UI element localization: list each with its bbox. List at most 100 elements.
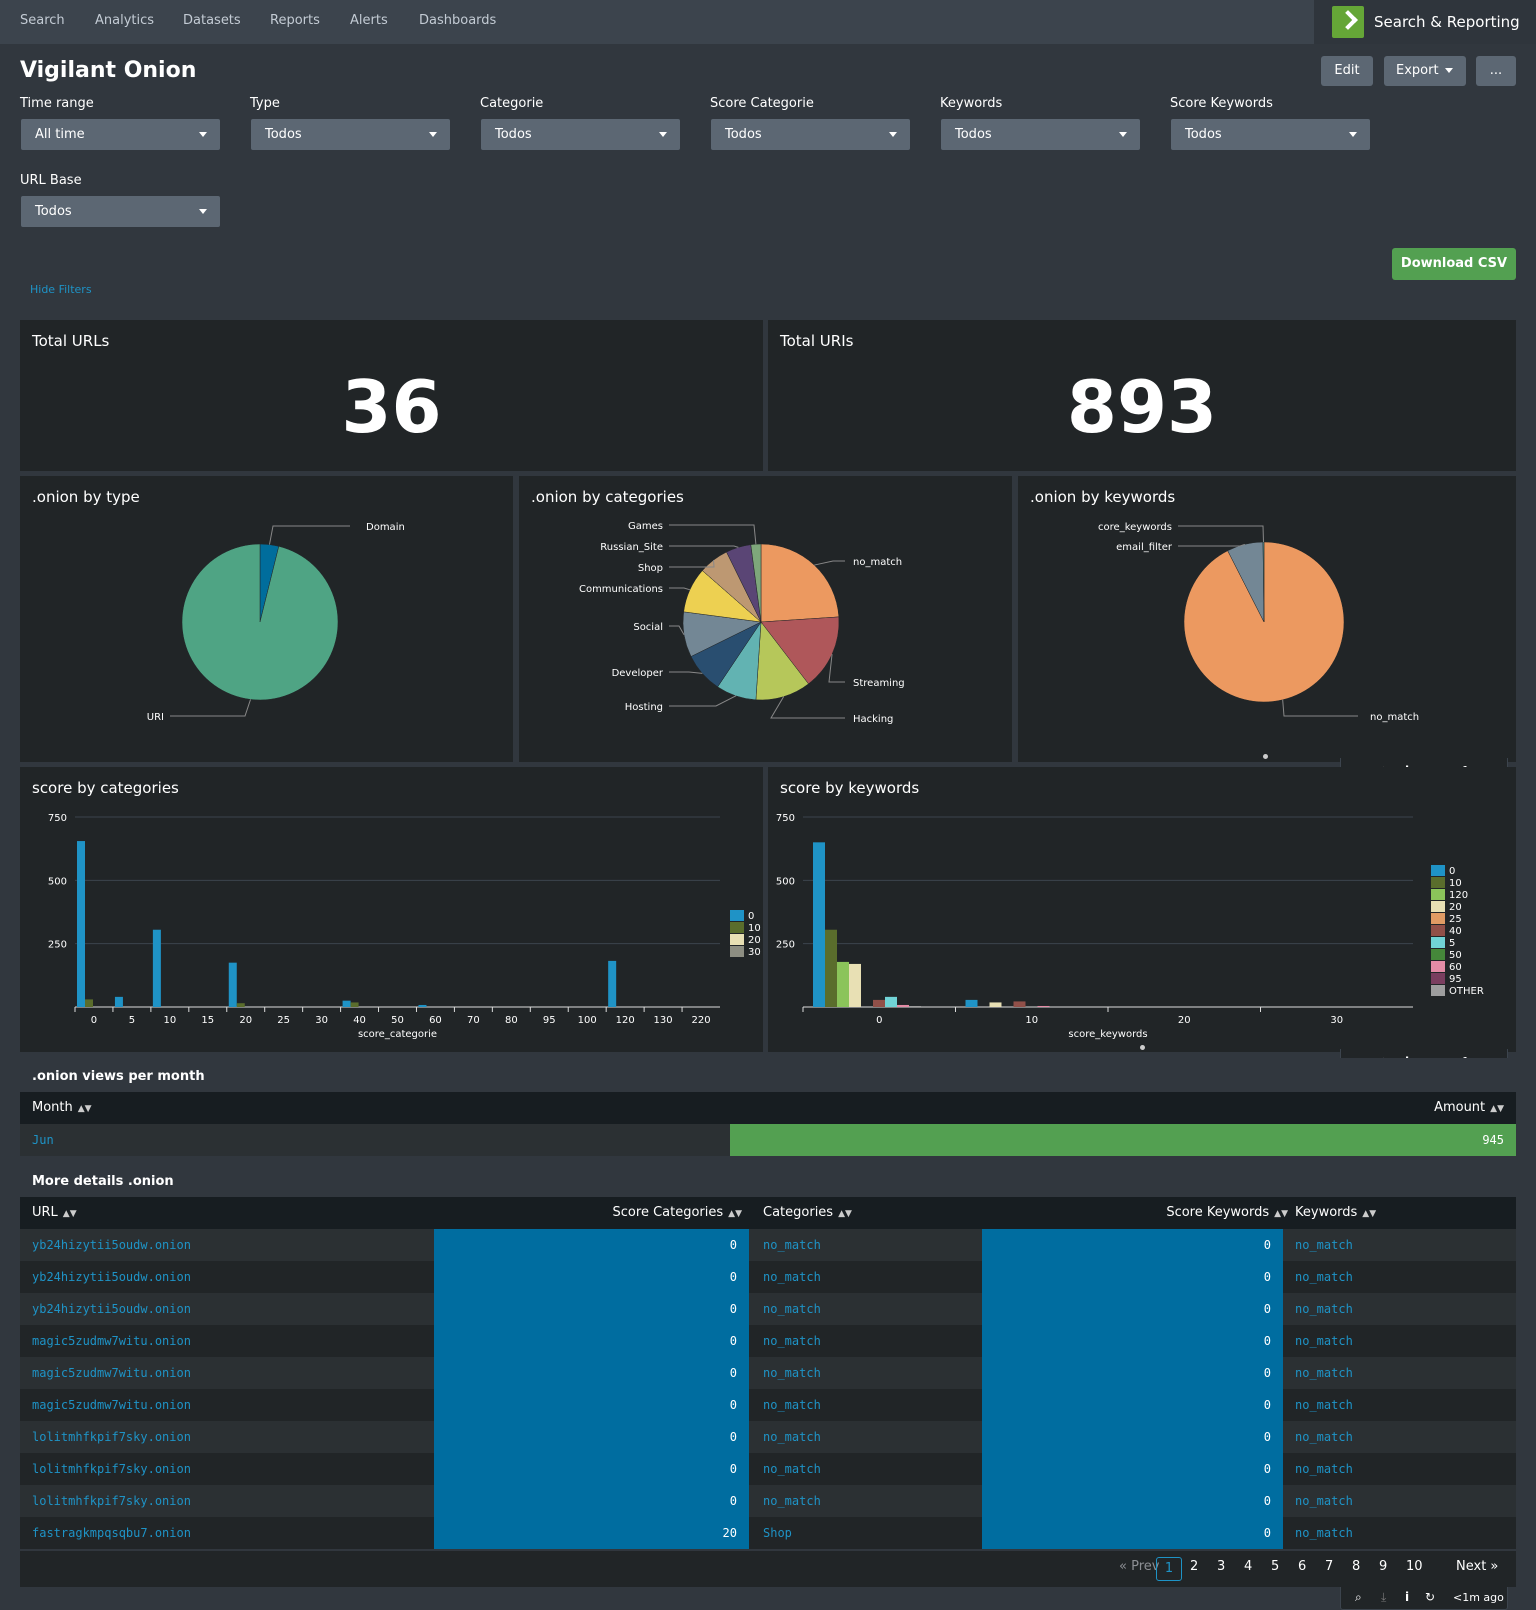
pie-slice[interactable] [760,543,840,623]
filter-dropdown[interactable]: Todos [1171,119,1370,150]
bar[interactable] [825,929,837,1007]
categories-cell[interactable]: no_match [763,1334,821,1348]
col-score-categories[interactable]: Score Categories ▲▼ [613,1205,742,1220]
nav-datasets[interactable]: Datasets [183,13,241,28]
legend-label[interactable]: 95 [1449,974,1462,985]
filter-dropdown[interactable]: Todos [711,119,910,150]
legend-label[interactable]: 0 [1449,866,1455,877]
url-cell[interactable]: lolitmhfkpif7sky.onion [32,1494,191,1508]
bar[interactable] [228,962,237,1007]
nav-dashboards[interactable]: Dashboards [419,13,497,28]
bar[interactable] [1013,1001,1026,1007]
page-6[interactable]: 6 [1298,1559,1307,1574]
bar[interactable] [77,841,85,1007]
bar[interactable] [342,1000,351,1007]
legend-label[interactable]: OTHER [1449,986,1484,997]
legend-label[interactable]: 20 [748,935,761,946]
page-3[interactable]: 3 [1217,1559,1226,1574]
page-2[interactable]: 2 [1190,1559,1199,1574]
legend-label[interactable]: 120 [1449,890,1468,901]
export-button[interactable]: Export [1384,56,1466,86]
bar[interactable] [885,996,897,1007]
page-8[interactable]: 8 [1352,1559,1361,1574]
download-csv-button[interactable]: Download CSV [1392,248,1516,280]
download-icon[interactable]: ⤓ [1381,1590,1387,1604]
month-cell[interactable]: Jun [32,1133,54,1147]
keywords-cell[interactable]: no_match [1295,1238,1353,1252]
categories-cell[interactable]: no_match [763,1462,821,1476]
categories-cell[interactable]: no_match [763,1238,821,1252]
bar[interactable] [236,1003,245,1007]
page-9[interactable]: 9 [1379,1559,1388,1574]
url-cell[interactable]: magic5zudmw7witu.onion [32,1398,191,1412]
page-10[interactable]: 10 [1406,1559,1423,1574]
url-cell[interactable]: yb24hizytii5oudw.onion [32,1238,191,1252]
nav-reports[interactable]: Reports [270,13,320,28]
col-month[interactable]: Month ▲▼ [32,1100,92,1115]
legend-label[interactable]: 50 [1449,950,1462,961]
categories-cell[interactable]: no_match [763,1366,821,1380]
edit-button[interactable]: Edit [1321,56,1373,86]
bar[interactable] [114,996,123,1007]
prev-page[interactable]: « Prev [1119,1559,1160,1574]
keywords-cell[interactable]: no_match [1295,1494,1353,1508]
nav-alerts[interactable]: Alerts [350,13,388,28]
bar[interactable] [85,999,93,1007]
bar[interactable] [837,961,849,1007]
bar[interactable] [989,1002,1002,1007]
pie-slice[interactable] [181,543,339,701]
legend-label[interactable]: 40 [1449,926,1462,937]
page-1[interactable]: 1 [1156,1557,1182,1581]
url-cell[interactable]: lolitmhfkpif7sky.onion [32,1462,191,1476]
categories-cell[interactable]: no_match [763,1494,821,1508]
categories-cell[interactable]: no_match [763,1398,821,1412]
categories-cell[interactable]: no_match [763,1430,821,1444]
col-url[interactable]: URL ▲▼ [32,1205,77,1220]
legend-label[interactable]: 30 [748,947,761,958]
pie-slice[interactable] [760,616,840,685]
col-keywords[interactable]: Keywords ▲▼ [1295,1205,1376,1220]
next-page[interactable]: Next » [1456,1559,1499,1574]
legend-label[interactable]: 10 [748,923,761,934]
url-cell[interactable]: yb24hizytii5oudw.onion [32,1302,191,1316]
legend-label[interactable]: 10 [1449,878,1462,889]
filter-dropdown[interactable]: Todos [251,119,450,150]
url-cell[interactable]: magic5zudmw7witu.onion [32,1366,191,1380]
legend-label[interactable]: 60 [1449,962,1462,973]
hide-filters-link[interactable]: Hide Filters [30,283,92,296]
bar[interactable] [849,963,861,1007]
url-cell[interactable]: magic5zudmw7witu.onion [32,1334,191,1348]
keywords-cell[interactable]: no_match [1295,1462,1353,1476]
app-switcher[interactable]: Search & Reporting [1314,0,1536,44]
url-cell[interactable]: fastragkmpqsqbu7.onion [32,1526,191,1540]
search-icon[interactable]: ⌕ [1355,1590,1362,1604]
legend-label[interactable]: 0 [748,911,754,922]
keywords-cell[interactable]: no_match [1295,1366,1353,1380]
page-7[interactable]: 7 [1325,1559,1334,1574]
pie-slice[interactable] [750,543,762,623]
legend-label[interactable]: 5 [1449,938,1455,949]
categories-cell[interactable]: no_match [763,1270,821,1284]
keywords-cell[interactable]: no_match [1295,1334,1353,1348]
url-cell[interactable]: lolitmhfkpif7sky.onion [32,1430,191,1444]
col-score-keywords[interactable]: Score Keywords ▲▼ [1166,1205,1288,1220]
page-5[interactable]: 5 [1271,1559,1280,1574]
categories-cell[interactable]: no_match [763,1302,821,1316]
bar[interactable] [608,960,617,1007]
refresh-icon[interactable]: ↻ [1425,1590,1436,1604]
nav-search[interactable]: Search [20,13,65,28]
info-icon[interactable]: i [1405,1590,1410,1604]
col-amount[interactable]: Amount ▲▼ [1434,1100,1504,1115]
categories-cell[interactable]: Shop [763,1526,792,1540]
bar[interactable] [965,999,978,1007]
keywords-cell[interactable]: no_match [1295,1270,1353,1284]
keywords-cell[interactable]: no_match [1295,1398,1353,1412]
bar[interactable] [1037,1005,1050,1007]
page-4[interactable]: 4 [1244,1559,1253,1574]
keywords-cell[interactable]: no_match [1295,1430,1353,1444]
more-button[interactable]: ... [1476,56,1516,86]
filter-dropdown[interactable]: All time [21,119,220,150]
bar[interactable] [873,999,885,1007]
keywords-cell[interactable]: no_match [1295,1526,1353,1540]
url-cell[interactable]: yb24hizytii5oudw.onion [32,1270,191,1284]
